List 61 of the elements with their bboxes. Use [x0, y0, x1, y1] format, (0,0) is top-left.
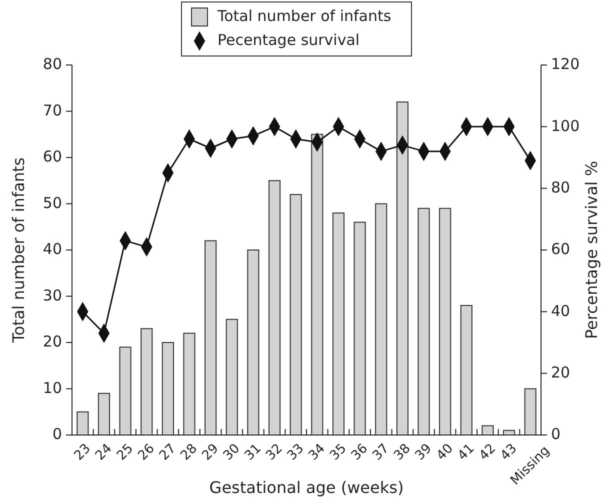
- y-tick-label: 40: [42, 240, 62, 258]
- y2-axis-title: Percentage survival %: [582, 160, 601, 340]
- y-tick-label: 50: [42, 194, 62, 212]
- x-tick-label: 29: [199, 441, 222, 464]
- y2-tick-label: 80: [551, 178, 570, 196]
- bar: [332, 212, 345, 436]
- bar: [98, 392, 110, 436]
- y-tick-label: 60: [42, 148, 62, 166]
- x-tick-label: 28: [178, 441, 200, 464]
- x-tick-label: 23: [72, 441, 94, 464]
- y-tick-label: 20: [42, 332, 62, 351]
- y2-tick-label: 100: [551, 116, 580, 135]
- legend-label: Total number of infants: [216, 7, 392, 26]
- bar: [418, 208, 430, 436]
- x-tick-label: 38: [391, 441, 414, 464]
- x-tick-label: 35: [327, 441, 350, 464]
- x-tick-label: 33: [284, 441, 308, 464]
- y2-tick-label: 0: [551, 425, 561, 444]
- x-tick-label: 25: [114, 441, 136, 464]
- bar: [140, 328, 153, 436]
- x-tick-label: 30: [220, 441, 244, 464]
- bar: [375, 203, 388, 436]
- bar: [311, 134, 324, 436]
- y-tick-label: 80: [42, 55, 62, 74]
- x-tick-label: 37: [370, 441, 392, 464]
- x-axis-title: Gestational age (weeks): [209, 478, 404, 497]
- y2-tick-label: 120: [551, 55, 580, 74]
- y2-tick-label: 20: [551, 363, 570, 382]
- y-axis-title: Total number of infants: [9, 157, 28, 344]
- x-tick-label: 34: [306, 441, 328, 464]
- x-tick-label: 36: [348, 441, 371, 464]
- y-tick-label: 0: [52, 425, 62, 444]
- y-tick-label: 70: [42, 101, 62, 120]
- y-tick-label: 30: [42, 286, 62, 304]
- x-tick-label: 40: [434, 441, 456, 464]
- x-tick-label: 27: [156, 441, 180, 464]
- bar: [439, 208, 452, 436]
- x-tick-label: 39: [412, 441, 435, 464]
- x-tick-label: 42: [476, 441, 499, 464]
- bar: [183, 332, 196, 436]
- bar: [247, 250, 260, 436]
- bar: [119, 346, 132, 436]
- bar: [290, 194, 302, 436]
- bar: [268, 180, 281, 436]
- x-tick-label: 41: [455, 441, 478, 464]
- bar: [524, 388, 536, 436]
- y2-tick-label: 60: [551, 240, 570, 258]
- bar: [396, 102, 408, 436]
- bar: [460, 305, 472, 436]
- bar: [162, 342, 174, 436]
- legend-label: Pecentage survival: [218, 31, 360, 50]
- y-tick-label: 10: [42, 378, 62, 397]
- bar: [226, 318, 238, 436]
- x-tick-label: 26: [135, 441, 158, 464]
- bar: [204, 240, 217, 436]
- x-tick-label: 24: [92, 441, 116, 464]
- x-tick-label: 32: [263, 441, 286, 464]
- bar: [76, 411, 89, 436]
- x-tick-label: 31: [242, 441, 264, 464]
- bar: [354, 222, 366, 436]
- y2-tick-label: 40: [551, 302, 570, 320]
